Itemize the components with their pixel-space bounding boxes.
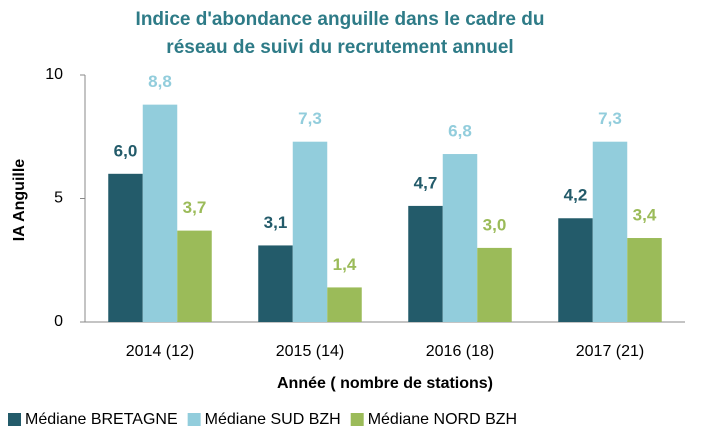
y-axis-label: IA Anguille	[11, 159, 28, 241]
chart-title: Indice d'abondance anguille dans le cadr…	[136, 9, 545, 30]
data-label: 3,4	[633, 206, 657, 225]
data-label: 7,3	[298, 109, 322, 128]
y-tick-label: 5	[54, 190, 63, 207]
x-tick-label: 2014 (12)	[126, 343, 195, 360]
data-label: 6,8	[448, 122, 472, 141]
y-tick-label: 0	[54, 313, 63, 330]
x-tick-label: 2016 (18)	[426, 343, 495, 360]
x-tick-label: 2015 (14)	[276, 343, 345, 360]
bar	[592, 141, 628, 322]
bar	[258, 245, 293, 322]
x-axis-label: Année ( nombre de stations)	[277, 375, 493, 392]
data-label: 8,8	[148, 72, 172, 91]
bar	[292, 141, 328, 322]
legend-swatch	[187, 413, 201, 426]
legend-swatch	[350, 413, 364, 426]
bar	[558, 218, 593, 322]
legend-label: Médiane SUD BZH	[205, 411, 341, 428]
x-tick-label: 2017 (21)	[576, 343, 645, 360]
data-label: 4,7	[414, 173, 438, 192]
legend-label: Médiane NORD BZH	[368, 411, 517, 428]
data-label: 3,1	[264, 213, 288, 232]
bar	[327, 287, 362, 322]
data-label: 4,2	[564, 186, 588, 205]
bar	[177, 230, 212, 322]
data-label: 3,0	[483, 215, 507, 234]
data-label: 6,0	[114, 141, 138, 160]
bar	[108, 173, 143, 322]
legend-swatch	[8, 413, 21, 426]
bar	[142, 104, 178, 322]
bar	[408, 205, 443, 322]
data-label: 3,7	[183, 198, 207, 217]
bar	[477, 247, 512, 322]
data-label: 1,4	[333, 255, 357, 274]
y-tick-label: 10	[45, 66, 63, 83]
bar	[442, 154, 478, 322]
legend-label: Médiane BRETAGNE	[25, 411, 178, 428]
data-label: 7,3	[598, 109, 622, 128]
chart-title: réseau de suivi du recrutement annuel	[166, 37, 513, 58]
bar	[627, 238, 662, 322]
